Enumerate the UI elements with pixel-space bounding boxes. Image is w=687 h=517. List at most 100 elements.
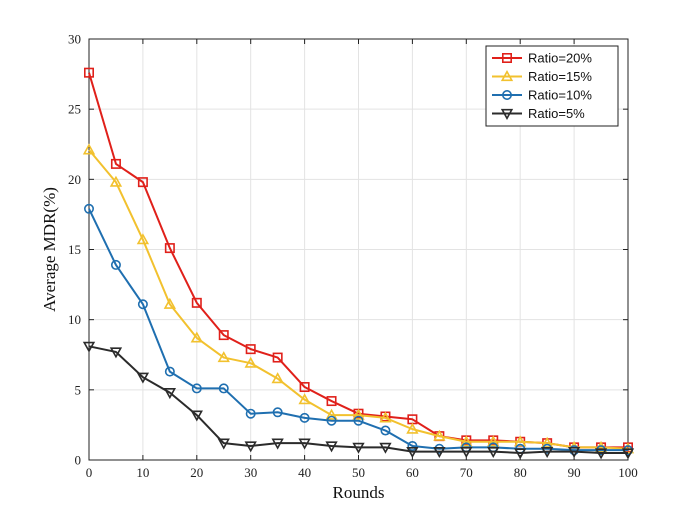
legend-swatch-marker	[500, 70, 514, 82]
data-point	[217, 438, 230, 450]
data-point	[84, 67, 95, 78]
data-point	[299, 382, 310, 393]
data-point	[191, 297, 202, 308]
y-tick-label: 20	[68, 172, 81, 187]
data-point	[272, 407, 283, 418]
data-point	[136, 372, 150, 384]
data-point	[109, 175, 123, 187]
data-point	[164, 366, 175, 377]
data-point	[136, 233, 150, 245]
legend-box	[485, 45, 619, 127]
data-point	[514, 448, 527, 460]
data-point	[460, 446, 473, 459]
legend-label: Ratio=20%	[528, 51, 592, 66]
legend-label: Ratio=10%	[528, 88, 592, 103]
x-tick-label: 10	[136, 465, 149, 480]
data-point	[380, 425, 391, 436]
data-point	[218, 383, 229, 394]
data-point	[352, 442, 365, 454]
data-point	[163, 297, 177, 309]
data-point	[110, 259, 121, 270]
data-point	[82, 341, 96, 353]
data-point	[299, 412, 310, 423]
data-point	[352, 408, 365, 420]
series-line	[88, 345, 628, 454]
y-axis-label: Average MDR(%)	[40, 187, 59, 312]
data-point	[326, 415, 337, 426]
data-point	[433, 429, 446, 441]
legend-item: Ratio=10%	[492, 88, 592, 103]
data-point	[298, 393, 311, 405]
y-tick-label: 10	[68, 312, 81, 327]
y-tick-label: 0	[75, 453, 82, 468]
x-tick-label: 50	[352, 465, 365, 480]
data-point	[325, 408, 338, 420]
series-line	[88, 149, 629, 450]
x-tick-label: 80	[514, 465, 527, 480]
data-point	[406, 422, 419, 434]
data-point	[326, 396, 337, 407]
x-axis-label: Rounds	[333, 483, 385, 502]
series-line	[88, 208, 628, 452]
y-tick-label: 30	[68, 32, 81, 47]
legend-item: Ratio=20%	[492, 51, 592, 66]
y-tick-label: 15	[68, 242, 81, 257]
data-point	[244, 356, 257, 368]
data-point	[217, 351, 230, 363]
data-point	[406, 446, 419, 459]
data-point	[487, 446, 500, 459]
x-tick-label: 30	[244, 465, 257, 480]
x-tick-label: 0	[86, 465, 93, 480]
legend-swatch-marker	[500, 108, 514, 120]
data-point	[82, 143, 96, 155]
data-point	[325, 441, 338, 453]
data-point	[621, 448, 635, 460]
data-point	[137, 299, 148, 310]
data-point	[137, 177, 148, 188]
legend-swatch-marker	[501, 90, 512, 101]
data-point	[379, 411, 392, 423]
data-point	[245, 344, 256, 355]
data-point	[514, 435, 527, 447]
data-point	[407, 440, 418, 451]
data-point	[110, 158, 121, 169]
x-tick-label: 90	[568, 465, 581, 480]
data-point	[191, 383, 202, 394]
data-point	[218, 330, 229, 341]
data-point	[244, 441, 257, 453]
legend-swatch-marker	[501, 52, 512, 63]
data-point	[298, 438, 311, 450]
axis-ticks: 0 10 20 30 40 50 60 70 80 90 100 0 5 10 15 20 25 30	[68, 32, 638, 481]
data-point	[164, 243, 175, 254]
x-tick-label: 70	[460, 465, 473, 480]
data-point	[84, 203, 95, 214]
data-point	[594, 448, 608, 460]
series-4	[82, 341, 635, 460]
x-tick-label: 40	[298, 465, 311, 480]
data-point	[433, 446, 446, 459]
x-tick-label: 100	[618, 465, 638, 480]
x-tick-label: 60	[406, 465, 419, 480]
data-point	[163, 388, 177, 400]
data-point	[272, 352, 283, 363]
data-point	[190, 331, 203, 343]
series-3	[84, 203, 633, 456]
legend-item: Ratio=5%	[492, 106, 585, 121]
legend: Ratio=20% Ratio=15% Ratio=10% Ratio=5%	[485, 45, 619, 127]
data-point	[540, 436, 554, 448]
data-point	[460, 435, 473, 447]
y-tick-label: 5	[75, 382, 82, 397]
series-layer	[82, 67, 635, 460]
data-point	[190, 410, 203, 422]
x-tick-label: 20	[190, 465, 203, 480]
legend-label: Ratio=5%	[528, 106, 585, 121]
data-point	[245, 408, 256, 419]
data-point	[271, 438, 284, 450]
data-point	[487, 435, 500, 447]
legend-item: Ratio=15%	[492, 69, 592, 84]
data-point	[109, 347, 123, 359]
data-point	[353, 415, 364, 426]
data-point	[271, 372, 284, 384]
y-tick-label: 25	[68, 102, 81, 117]
